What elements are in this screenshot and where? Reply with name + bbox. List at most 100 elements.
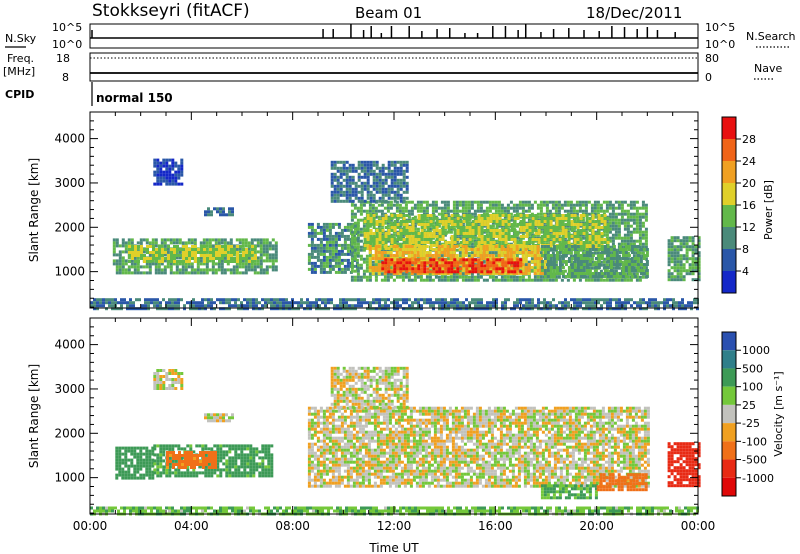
heatmap-cell [479, 275, 483, 279]
heatmap-cell [468, 261, 472, 265]
heatmap-cell [527, 245, 531, 248]
heatmap-cell [498, 229, 502, 232]
heatmap-cell [588, 226, 592, 229]
heatmap-cell [384, 261, 388, 265]
heatmap-cell [438, 258, 442, 262]
heatmap-cell [614, 248, 618, 252]
heatmap-cell [573, 235, 577, 238]
heatmap-cell [558, 241, 562, 244]
heatmap-cell [350, 230, 354, 234]
heatmap-cell [156, 182, 160, 186]
heatmap-cell [253, 265, 257, 269]
heatmap-cell [543, 275, 547, 278]
heatmap-cell [513, 214, 517, 217]
heatmap-cell [212, 260, 215, 263]
heatmap-cell [244, 259, 248, 263]
heatmap-cell [670, 248, 674, 252]
heatmap-cell [440, 266, 444, 269]
date-title: 18/Dec/2011 [586, 4, 682, 22]
heatmap-cell [402, 241, 406, 244]
heatmap-cell [608, 278, 612, 282]
heatmap-cell [626, 242, 630, 246]
heatmap-cell [500, 203, 504, 207]
heatmap-cell [602, 257, 606, 261]
heatmap-cell [420, 214, 424, 217]
heatmap-cell [525, 232, 529, 235]
heatmap-cell [462, 264, 466, 268]
heatmap-cell [159, 170, 163, 174]
heatmap-cell [567, 232, 571, 235]
heatmap-cell [322, 264, 326, 268]
heatmap-cell [597, 223, 601, 226]
heatmap-cell [489, 235, 493, 238]
heatmap-cell [115, 268, 119, 272]
heatmap-cell [177, 182, 181, 186]
heatmap-cell [112, 262, 116, 266]
heatmap-cell [533, 278, 537, 282]
heatmap-cell [470, 275, 474, 279]
heatmap-cell [157, 265, 161, 269]
heatmap-cell [426, 270, 430, 274]
heatmap-cell [319, 252, 323, 256]
heatmap-cell [473, 278, 477, 282]
heatmap-cell [479, 209, 483, 213]
heatmap-cell [461, 203, 465, 207]
heatmap-cell [618, 245, 622, 248]
heatmap-cell [591, 254, 595, 257]
heatmap-cell [685, 251, 689, 255]
heatmap-cell [676, 236, 680, 240]
heatmap-cell [638, 218, 642, 222]
heatmap-cell [638, 245, 642, 249]
heatmap-cell [417, 223, 421, 226]
heatmap-cell [262, 253, 266, 257]
heatmap-cell [531, 241, 535, 244]
heatmap-cell [548, 209, 552, 213]
heatmap-cell [470, 212, 474, 216]
heatmap-cell [642, 272, 646, 275]
heatmap-cell [209, 245, 212, 248]
heatmap-cell [561, 247, 565, 250]
heatmap-cell [593, 206, 597, 210]
heatmap-cell [416, 209, 420, 213]
heatmap-cell [157, 262, 161, 266]
heatmap-cell [377, 257, 381, 260]
heatmap-cell [159, 167, 163, 171]
heatmap-cell [588, 248, 592, 251]
heatmap-cell [313, 249, 317, 253]
heatmap-cell [638, 251, 642, 255]
heatmap-cell [488, 257, 492, 260]
heatmap-cell [250, 241, 254, 245]
heatmap-cell [467, 251, 471, 255]
heatmap-cell [165, 164, 169, 168]
heatmap-cell [185, 260, 188, 263]
heatmap-cell [408, 261, 412, 265]
heatmap-cell [392, 245, 396, 248]
heatmap-cell [609, 272, 613, 275]
heatmap-cell [121, 238, 125, 242]
heatmap-cell [396, 226, 400, 229]
heatmap-cell [540, 226, 544, 229]
heatmap-cell [494, 278, 498, 282]
heatmap-cell [334, 237, 338, 241]
heatmap-cell [486, 214, 490, 217]
heatmap-cell [623, 221, 627, 225]
heatmap-cell [471, 229, 475, 232]
heatmap-cell [641, 212, 645, 216]
heatmap-cell [274, 253, 278, 257]
heatmap-cell [558, 226, 562, 229]
heatmap-cell [371, 263, 375, 267]
heatmap-cell [359, 209, 363, 213]
heatmap-cell [594, 220, 598, 223]
heatmap-cell [359, 206, 363, 210]
heatmap-cell [685, 248, 689, 252]
heatmap-cell [153, 158, 157, 162]
heatmap-cell [414, 241, 418, 244]
heatmap-cell [268, 253, 272, 257]
heatmap-cell [435, 261, 439, 265]
heatmap-cell [174, 164, 178, 168]
heatmap-cell [182, 254, 185, 257]
heatmap-cell [563, 269, 567, 273]
heatmap-cell [428, 278, 432, 282]
heatmap-cell [265, 250, 269, 254]
heatmap-cell [420, 217, 424, 220]
